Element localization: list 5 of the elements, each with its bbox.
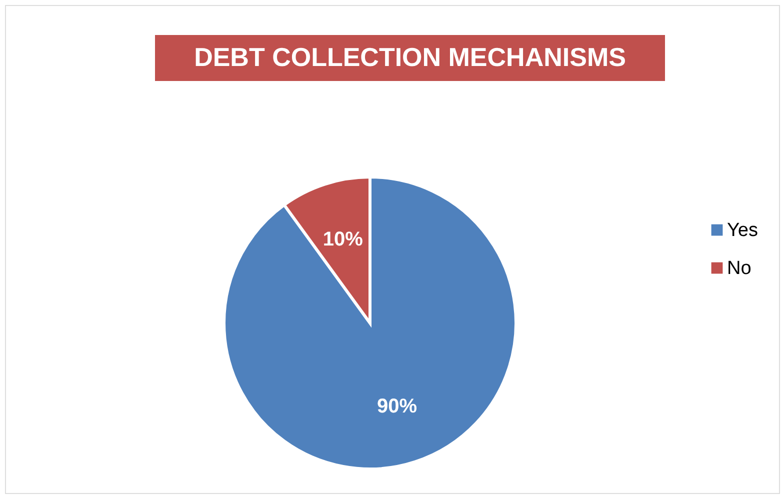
legend-label: No bbox=[727, 258, 752, 279]
legend-label: Yes bbox=[727, 220, 758, 241]
chart-title: DEBT COLLECTION MECHANISMS bbox=[194, 42, 626, 72]
data-label: 90% bbox=[377, 395, 418, 418]
data-label: 10% bbox=[322, 228, 364, 251]
